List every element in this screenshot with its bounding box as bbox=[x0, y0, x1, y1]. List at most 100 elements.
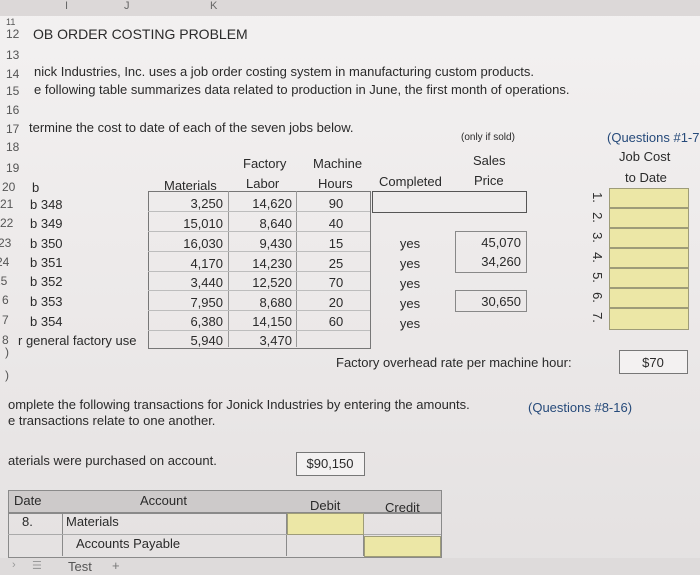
row-number: 18 bbox=[6, 140, 20, 154]
row-number: 7 bbox=[2, 313, 9, 327]
labor-cell[interactable]: 14,230 bbox=[252, 256, 292, 271]
materials-cell[interactable]: 3,250 bbox=[190, 196, 223, 211]
job-cost-answer-field[interactable] bbox=[609, 208, 689, 228]
purchase-amount: $90,150 bbox=[306, 456, 354, 471]
hours-cell[interactable]: 25 bbox=[328, 256, 344, 271]
hours-cell[interactable]: 15 bbox=[328, 236, 344, 251]
header-hours: Hours bbox=[318, 176, 353, 191]
grid-divider bbox=[148, 330, 370, 331]
row-number: 12 bbox=[6, 27, 20, 41]
materials-cell[interactable]: 4,170 bbox=[190, 256, 223, 271]
journal-credit-account: Accounts Payable bbox=[76, 536, 181, 551]
journal-header-account: Account bbox=[140, 493, 187, 508]
journal-header-debit: Debit bbox=[310, 498, 341, 513]
completed-cell[interactable]: yes bbox=[399, 276, 421, 291]
page-title: OB ORDER COSTING PROBLEM bbox=[33, 26, 248, 42]
row-number: 21 bbox=[0, 197, 14, 211]
sales-price-cell[interactable]: 45,070 bbox=[481, 235, 521, 250]
header-labor: Labor bbox=[246, 176, 280, 191]
hours-cell[interactable]: 90 bbox=[328, 196, 344, 211]
row-number: 6 bbox=[2, 293, 9, 307]
sales-price-box bbox=[455, 290, 527, 312]
job-name: b 351 bbox=[30, 255, 63, 270]
tab-scroll-arrow-icon[interactable]: › bbox=[12, 559, 16, 571]
journal-entry-number: 8. bbox=[22, 514, 33, 529]
sales-price-cell[interactable]: 34,260 bbox=[481, 254, 521, 269]
column-label-k[interactable]: K bbox=[210, 0, 218, 12]
hours-cell[interactable]: 20 bbox=[328, 295, 344, 310]
labor-cell[interactable]: 8,640 bbox=[259, 216, 292, 231]
labor-cell[interactable]: 14,620 bbox=[252, 196, 292, 211]
intro-line-1: nick Industries, Inc. uses a job order c… bbox=[34, 64, 535, 79]
grid-divider bbox=[148, 211, 370, 212]
job-cost-answer-field[interactable] bbox=[609, 308, 689, 330]
journal-header-date: Date bbox=[14, 493, 42, 508]
labor-cell[interactable]: 9,430 bbox=[259, 236, 292, 251]
answer-index: 4. bbox=[589, 252, 605, 263]
grid-divider bbox=[148, 271, 370, 272]
hours-cell[interactable]: 70 bbox=[328, 275, 344, 290]
materials-cell[interactable]: 5,940 bbox=[190, 333, 223, 348]
row-number: 15 bbox=[6, 84, 20, 98]
job-cost-answer-field[interactable] bbox=[609, 288, 689, 308]
header-to-date: to Date bbox=[625, 170, 667, 185]
sheet-tab[interactable]: Test bbox=[68, 559, 92, 574]
job-cost-answer-field[interactable] bbox=[609, 268, 689, 288]
data-table-border bbox=[148, 191, 371, 349]
job-cost-answer-field[interactable] bbox=[609, 248, 689, 268]
column-label-i[interactable]: I bbox=[65, 0, 69, 12]
labor-cell[interactable]: 12,520 bbox=[252, 275, 292, 290]
completed-cell[interactable]: yes bbox=[399, 296, 421, 311]
answer-index: 3. bbox=[589, 232, 605, 243]
column-label-j[interactable]: J bbox=[124, 0, 130, 12]
completed-cell-highlight[interactable] bbox=[372, 191, 527, 213]
job-name: b 352 bbox=[30, 274, 63, 289]
intro-line-2: e following table summarizes data relate… bbox=[34, 82, 570, 97]
sales-price-cell[interactable]: 30,650 bbox=[481, 294, 521, 309]
answer-index: 7. bbox=[589, 312, 605, 323]
header-job-cost: Job Cost bbox=[619, 149, 671, 164]
labor-cell[interactable]: 8,680 bbox=[259, 295, 292, 310]
header-factory: Factory bbox=[243, 156, 287, 171]
sheet-tab-bar: › ☰ Test + bbox=[0, 558, 700, 575]
job-cost-answer-field[interactable] bbox=[609, 188, 689, 208]
grid-divider bbox=[228, 191, 229, 347]
completed-cell[interactable]: yes bbox=[399, 236, 421, 251]
row-number: 25 bbox=[0, 274, 8, 288]
completed-cell[interactable]: yes bbox=[399, 316, 421, 331]
add-sheet-icon[interactable]: + bbox=[112, 558, 120, 573]
labor-cell[interactable]: 3,470 bbox=[259, 333, 292, 348]
job-cost-answer-field[interactable] bbox=[609, 228, 689, 248]
journal-credit-input[interactable] bbox=[364, 536, 441, 557]
job-name: b 348 bbox=[30, 197, 63, 212]
materials-cell[interactable]: 6,380 bbox=[190, 314, 223, 329]
row-number: 11 bbox=[6, 17, 16, 27]
labor-cell[interactable]: 14,150 bbox=[252, 314, 292, 329]
job-name: b 349 bbox=[30, 216, 63, 231]
grid-divider bbox=[148, 310, 370, 311]
overhead-rate-value: $70 bbox=[642, 355, 664, 370]
row-number: ) bbox=[5, 368, 9, 382]
materials-cell[interactable]: 15,010 bbox=[183, 216, 223, 231]
materials-cell[interactable]: 16,030 bbox=[183, 236, 223, 251]
row-number: 17 bbox=[6, 122, 20, 136]
tab-menu-icon[interactable]: ☰ bbox=[32, 560, 42, 572]
row-number: 22 bbox=[0, 216, 14, 230]
complete-instruction-1: omplete the following transactions for J… bbox=[8, 397, 470, 412]
answer-index: 1. bbox=[589, 192, 605, 203]
materials-cell[interactable]: 7,950 bbox=[190, 295, 223, 310]
grid-divider bbox=[148, 290, 370, 291]
overhead-rate-box[interactable] bbox=[619, 350, 688, 374]
hours-cell[interactable]: 40 bbox=[328, 216, 344, 231]
hours-cell[interactable]: 60 bbox=[328, 314, 344, 329]
questions-8-16-note: (Questions #8-16) bbox=[528, 400, 633, 415]
header-machine: Machine bbox=[313, 156, 363, 171]
header-job: b bbox=[32, 180, 40, 195]
row-number: 14 bbox=[6, 67, 20, 81]
journal-debit-account: Materials bbox=[66, 514, 119, 529]
journal-debit-input[interactable] bbox=[287, 513, 364, 535]
completed-cell[interactable]: yes bbox=[399, 256, 421, 271]
sales-price-box bbox=[455, 231, 527, 273]
materials-cell[interactable]: 3,440 bbox=[190, 275, 223, 290]
